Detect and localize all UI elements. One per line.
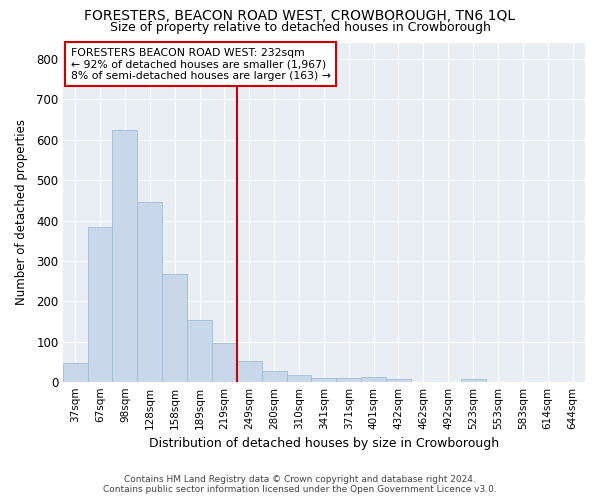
Bar (237, 362, 262, 382)
Bar (311, 378, 337, 382)
Bar (187, 320, 212, 382)
Bar (361, 376, 386, 382)
Bar (88, 228, 112, 382)
Text: FORESTERS, BEACON ROAD WEST, CROWBOROUGH, TN6 1QL: FORESTERS, BEACON ROAD WEST, CROWBOROUGH… (85, 9, 515, 23)
Bar (262, 370, 287, 382)
Bar (287, 376, 311, 382)
Text: Size of property relative to detached houses in Crowborough: Size of property relative to detached ho… (110, 21, 490, 34)
Bar (461, 379, 485, 382)
Bar (337, 378, 361, 382)
Bar (112, 130, 137, 382)
Bar (212, 342, 237, 382)
Y-axis label: Number of detached properties: Number of detached properties (15, 120, 28, 306)
X-axis label: Distribution of detached houses by size in Crowborough: Distribution of detached houses by size … (149, 437, 499, 450)
Bar (162, 274, 187, 382)
Bar (386, 379, 411, 382)
Text: FORESTERS BEACON ROAD WEST: 232sqm
← 92% of detached houses are smaller (1,967)
: FORESTERS BEACON ROAD WEST: 232sqm ← 92%… (71, 48, 331, 81)
Bar (63, 364, 88, 382)
Bar (137, 202, 162, 382)
Text: Contains HM Land Registry data © Crown copyright and database right 2024.
Contai: Contains HM Land Registry data © Crown c… (103, 474, 497, 494)
